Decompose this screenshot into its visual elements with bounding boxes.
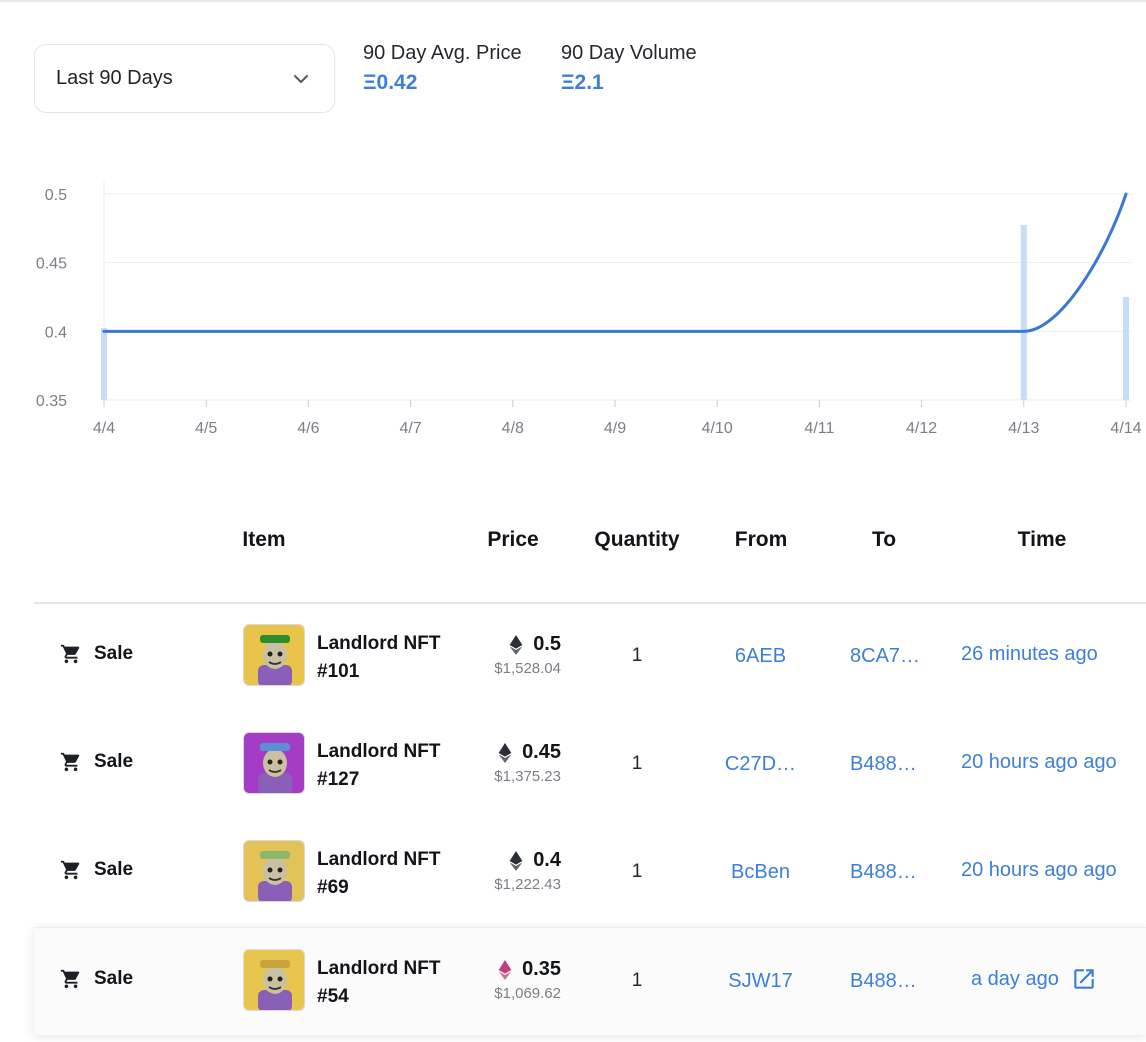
from-address-link[interactable]: C27D… [724,753,797,775]
x-tick-label: 4/13 [1008,420,1039,437]
chevron-down-icon [292,70,310,88]
nft-name[interactable]: Landlord NFT #69 [317,849,441,898]
price-eth: 0.45 [522,741,561,763]
to-address-link[interactable]: B488… [850,753,917,775]
header-price: Price [487,528,539,551]
header-divider [34,602,1146,604]
nft-thumbnail[interactable] [243,732,305,794]
event-label: Sale [94,751,134,772]
price-eth: 0.4 [533,849,561,871]
cart-icon [60,643,82,665]
volume-label: 90 Day Volume [561,42,697,64]
nft-thumbnail[interactable] [243,949,305,1011]
volume-bar [1020,224,1027,400]
top-divider [0,0,1146,2]
price-history-chart: 0.5 0.45 0.4 0.35 4/4 4/5 4/6 4/7 4/8 4/9 4/10 4/11… [36,180,1142,437]
external-link-icon[interactable] [1071,966,1097,992]
header-to: To [871,528,897,551]
x-tick-label: 4/9 [604,420,626,437]
to-address-link[interactable]: B488… [850,970,917,992]
from-address-link[interactable]: 6AEB [734,645,787,667]
price-eth: 0.5 [533,633,561,655]
x-tick-label: 4/11 [804,420,834,437]
time-link[interactable]: 26 minutes ago [961,643,1098,665]
event-label: Sale [94,859,134,880]
y-tick-label: 0.4 [45,324,67,341]
nft-thumbnail[interactable] [243,624,305,686]
time-link[interactable]: 20 hours ago ago [961,859,1117,881]
avg-price-label: 90 Day Avg. Price [363,42,522,64]
event-type: Sale [60,968,133,990]
time-link[interactable]: 20 hours ago ago [961,751,1117,773]
quantity: 1 [631,861,643,882]
volume-value: Ξ2.1 [561,71,604,94]
ethereum-icon [509,634,523,655]
header-time: Time [1017,528,1067,551]
quantity: 1 [631,645,643,666]
x-tick-label: 4/5 [195,420,217,437]
price-eth: 0.35 [522,958,561,980]
price-usd: $1,375.23 [494,768,561,785]
x-tick-label: 4/10 [702,420,733,437]
nft-thumbnail[interactable] [243,840,305,902]
cart-icon [60,968,82,990]
ethereum-icon [509,850,523,871]
price-cell: 0.4 $1,222.43 [474,849,561,893]
ethereum-icon [498,959,512,980]
event-type: Sale [60,751,133,773]
price-cell: 0.35 $1,069.62 [474,958,561,1002]
volume-bar [1123,297,1129,400]
x-tick-label: 4/7 [399,420,421,437]
y-tick-label: 0.35 [36,393,67,410]
price-cell: 0.5 $1,528.04 [474,633,561,677]
from-address-link[interactable]: BcBen [731,861,790,883]
price-line [102,192,1128,333]
from-address-link[interactable]: SJW17 [728,970,793,992]
event-type: Sale [60,643,133,665]
period-dropdown-value: Last 90 Days [56,67,173,89]
table-row[interactable]: Sale Landlord NFT #69 0.4 $1,222.43 1 BcBen B4… [34,819,1146,927]
volume-bar [101,327,107,400]
price-usd: $1,222.43 [494,876,561,893]
cart-icon [60,859,82,881]
x-tick-label: 4/4 [93,420,115,437]
nft-name[interactable]: Landlord NFT #54 [317,958,441,1007]
event-label: Sale [94,968,134,989]
x-tick-label: 4/6 [297,420,319,437]
header-quantity: Quantity [594,528,680,551]
avg-price-stat: 90 Day Avg. Price Ξ0.42 [363,42,522,95]
price-cell: 0.45 $1,375.23 [474,741,561,785]
x-tick-label: 4/14 [1110,420,1141,437]
cart-icon [60,751,82,773]
period-dropdown[interactable]: Last 90 Days [34,44,335,113]
header-from: From [734,528,788,551]
time-text: a day ago [971,967,1059,990]
price-usd: $1,069.62 [494,985,561,1002]
y-tick-label: 0.5 [45,187,67,204]
table-row[interactable]: Sale Landlord NFT #54 0.35 $1,069.62 1 SJW17 B… [34,927,1146,1035]
x-tick-label: 4/8 [502,420,524,437]
table-row[interactable]: Sale Landlord NFT #127 0.45 $1,375.23 1 C27D…… [34,711,1146,819]
ethereum-icon [498,742,512,763]
table-row[interactable]: Sale Landlord NFT #101 0.5 $1,528.04 1 6AEB 8C… [34,603,1146,711]
event-label: Sale [94,643,134,664]
x-tick-label: 4/12 [906,420,937,437]
to-address-link[interactable]: B488… [850,861,917,883]
quantity: 1 [631,753,643,774]
y-tick-label: 0.45 [36,256,67,273]
nft-name[interactable]: Landlord NFT #127 [317,741,441,790]
volume-stat: 90 Day Volume Ξ2.1 [561,42,697,95]
header-item: Item [242,528,286,551]
avg-price-value: Ξ0.42 [363,71,418,94]
quantity: 1 [631,970,643,991]
price-usd: $1,528.04 [494,660,561,677]
to-address-link[interactable]: 8CA7… [850,645,921,667]
event-type: Sale [60,859,133,881]
time-link[interactable]: a day ago [971,966,1097,992]
nft-name[interactable]: Landlord NFT #101 [317,633,441,682]
